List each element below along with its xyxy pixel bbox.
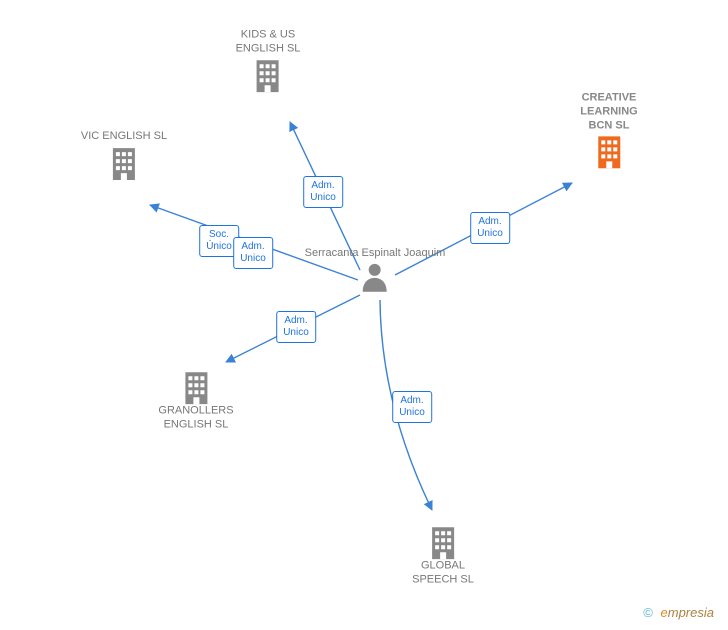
person-icon	[305, 262, 446, 292]
building-icon	[81, 146, 167, 180]
company-label: KIDS & USENGLISH SL	[236, 28, 301, 56]
building-icon	[158, 370, 233, 404]
edge-label-vic2: Adm.Unico	[233, 237, 273, 269]
edge-label-global: Adm.Unico	[392, 391, 432, 423]
company-node-kids[interactable]: KIDS & USENGLISH SL	[236, 28, 301, 92]
company-label: GRANOLLERSENGLISH SL	[158, 404, 233, 432]
company-node-granollers[interactable]: GRANOLLERSENGLISH SL	[158, 368, 233, 432]
company-label: GLOBALSPEECH SL	[412, 559, 474, 587]
brand-name: empresia	[661, 605, 714, 620]
edge-label-creative: Adm.Unico	[470, 212, 510, 244]
copyright-symbol: ©	[643, 605, 653, 620]
company-label: CREATIVELEARNINGBCN SL	[580, 91, 637, 132]
network-diagram: Adm.UnicoAdm.UnicoSoc.ÚnicoAdm.UnicoAdm.…	[0, 0, 728, 630]
company-node-global[interactable]: GLOBALSPEECH SL	[412, 523, 474, 587]
edge-label-granollers: Adm.Unico	[276, 311, 316, 343]
company-label: VIC ENGLISH SL	[81, 130, 167, 144]
person-label: Serracanta Espinalt Joaquim	[305, 246, 446, 260]
building-icon	[236, 58, 301, 92]
person-node[interactable]: Serracanta Espinalt Joaquim	[305, 246, 446, 292]
footer: © empresia	[643, 605, 714, 620]
edge-label-kids: Adm.Unico	[303, 176, 343, 208]
company-node-vic[interactable]: VIC ENGLISH SL	[81, 130, 167, 180]
company-node-creative[interactable]: CREATIVELEARNINGBCN SL	[580, 91, 637, 168]
building-icon	[580, 135, 637, 169]
building-icon	[412, 525, 474, 559]
